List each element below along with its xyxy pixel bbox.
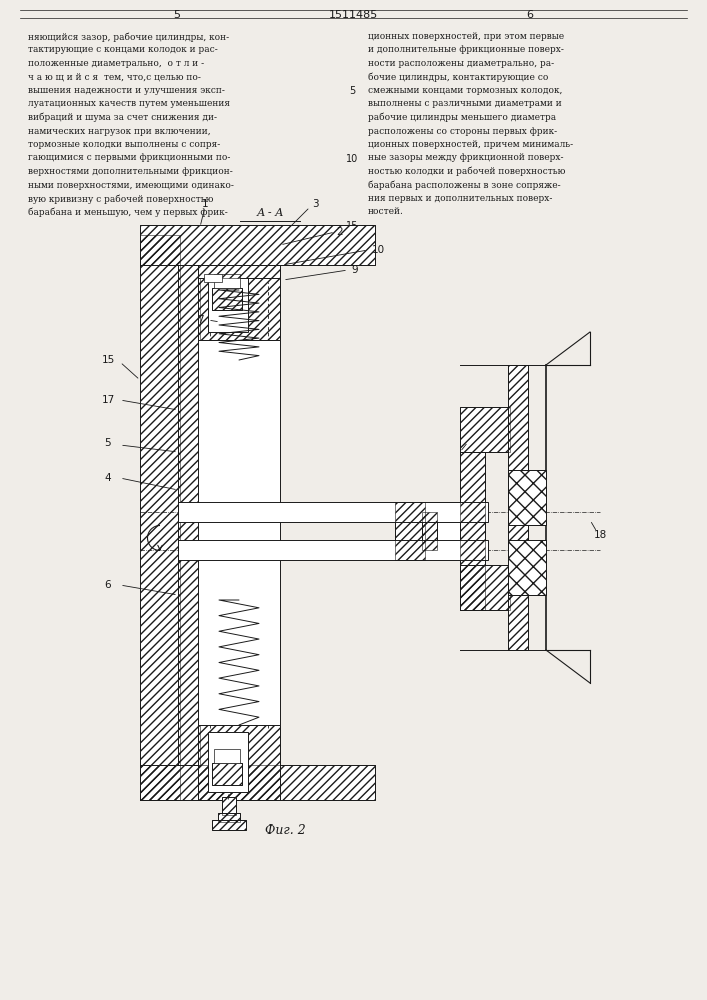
Bar	[508, 365, 528, 650]
Bar	[218, 813, 240, 822]
Text: 5: 5	[173, 10, 180, 20]
Bar	[214, 749, 240, 763]
Text: барабана и меньшую, чем у первых фрик-: барабана и меньшую, чем у первых фрик-	[28, 208, 228, 217]
Text: расположены со стороны первых фрик-: расположены со стороны первых фрик-	[368, 126, 557, 135]
Text: верхностями дополнительными фрикцион-: верхностями дополнительными фрикцион-	[28, 167, 233, 176]
Text: 1: 1	[201, 199, 209, 209]
Text: 6: 6	[527, 10, 534, 20]
Text: ционных поверхностей, при этом первые: ционных поверхностей, при этом первые	[368, 32, 564, 41]
Bar	[212, 763, 242, 785]
Bar	[395, 502, 425, 560]
Bar	[140, 765, 375, 800]
Text: 10: 10	[371, 245, 385, 255]
Bar	[460, 565, 510, 610]
Text: бочие цилиндры, контактирующие со: бочие цилиндры, контактирующие со	[368, 73, 549, 82]
Bar	[178, 265, 200, 765]
Text: ностей.: ностей.	[368, 208, 404, 217]
Text: ч а ю щ и й с я  тем, что,с целью по-: ч а ю щ и й с я тем, что,с целью по-	[28, 73, 201, 82]
Text: 2: 2	[337, 227, 344, 237]
Bar	[208, 732, 248, 792]
Text: барабана расположены в зоне сопряже-: барабана расположены в зоне сопряже-	[368, 180, 561, 190]
Text: 4: 4	[105, 473, 111, 483]
Text: луатационных качеств путем уменьшения: луатационных качеств путем уменьшения	[28, 100, 230, 108]
Bar	[198, 265, 280, 278]
Text: 15: 15	[346, 221, 358, 231]
Bar	[212, 820, 246, 830]
Bar	[222, 797, 236, 815]
Bar	[198, 265, 280, 278]
Text: вышения надежности и улучшения эксп-: вышения надежности и улучшения эксп-	[28, 86, 225, 95]
Bar	[460, 565, 510, 610]
Text: 8: 8	[225, 800, 231, 810]
Text: ности расположены диаметрально, ра-: ности расположены диаметрально, ра-	[368, 59, 554, 68]
Text: ными поверхностями, имеющими одинако-: ными поверхностями, имеющими одинако-	[28, 180, 234, 190]
Bar	[222, 797, 236, 815]
Bar	[198, 265, 280, 340]
Bar	[218, 813, 240, 822]
Bar	[198, 265, 280, 340]
Bar	[460, 407, 510, 452]
Bar	[422, 512, 437, 550]
Bar	[208, 272, 248, 332]
Bar	[212, 288, 242, 310]
Bar	[198, 725, 280, 800]
Text: ционных поверхностей, причем минималь-: ционных поверхностей, причем минималь-	[368, 140, 573, 149]
Bar	[204, 274, 222, 282]
Bar	[422, 512, 437, 550]
Text: 15: 15	[101, 355, 115, 365]
Bar	[508, 470, 546, 525]
Text: смежными концами тормозных колодок,: смежными концами тормозных колодок,	[368, 86, 562, 95]
Text: 5: 5	[349, 86, 355, 96]
Text: А - А: А - А	[256, 208, 284, 218]
Text: 9: 9	[351, 265, 358, 275]
Bar	[198, 340, 280, 725]
Text: положенные диаметрально,  о т л и -: положенные диаметрально, о т л и -	[28, 59, 204, 68]
Bar	[140, 225, 375, 265]
Text: вую кривизну с рабочей поверхностью: вую кривизну с рабочей поверхностью	[28, 194, 214, 204]
Bar	[140, 235, 180, 800]
Text: рабочие цилиндры меньшего диаметра: рабочие цилиндры меньшего диаметра	[368, 113, 556, 122]
Bar	[460, 407, 510, 452]
Bar	[178, 265, 200, 765]
Text: гающимися с первыми фрикционными по-: гающимися с первыми фрикционными по-	[28, 153, 230, 162]
Bar	[508, 470, 546, 525]
Text: 16: 16	[468, 435, 481, 445]
Text: 5: 5	[105, 438, 111, 448]
Text: вибраций и шума за счет снижения ди-: вибраций и шума за счет снижения ди-	[28, 113, 217, 122]
Bar	[140, 225, 375, 265]
Bar	[460, 452, 485, 610]
Bar	[508, 540, 546, 595]
Bar	[437, 512, 462, 550]
Text: 1511485: 1511485	[328, 10, 378, 20]
Text: 18: 18	[593, 530, 607, 540]
Bar	[460, 452, 485, 610]
Bar	[214, 274, 240, 288]
Text: 6: 6	[105, 580, 111, 590]
Bar	[140, 765, 375, 800]
Bar	[178, 540, 488, 560]
Text: ные зазоры между фрикционной поверх-: ные зазоры между фрикционной поверх-	[368, 153, 563, 162]
Bar	[178, 502, 488, 522]
Bar	[212, 288, 242, 310]
Text: и дополнительные фрикционные поверх-: и дополнительные фрикционные поверх-	[368, 45, 564, 54]
Text: выполнены с различными диаметрами и: выполнены с различными диаметрами и	[368, 100, 562, 108]
Bar	[212, 820, 246, 830]
Bar	[508, 365, 528, 650]
Bar	[198, 725, 280, 800]
Text: 3: 3	[312, 199, 318, 209]
Text: тактирующие с концами колодок и рас-: тактирующие с концами колодок и рас-	[28, 45, 218, 54]
Text: Фиг. 2: Фиг. 2	[264, 824, 305, 836]
Text: ностью колодки и рабочей поверхностью: ностью колодки и рабочей поверхностью	[368, 167, 566, 176]
Text: няющийся зазор, рабочие цилиндры, кон-: няющийся зазор, рабочие цилиндры, кон-	[28, 32, 229, 41]
Text: 17: 17	[101, 395, 115, 405]
Bar	[212, 763, 242, 785]
Bar	[508, 540, 546, 595]
Text: ния первых и дополнительных поверх-: ния первых и дополнительных поверх-	[368, 194, 552, 203]
Text: намических нагрузок при включении,: намических нагрузок при включении,	[28, 126, 211, 135]
Text: тормозные колодки выполнены с сопря-: тормозные колодки выполнены с сопря-	[28, 140, 221, 149]
Bar	[140, 235, 180, 800]
Bar	[395, 502, 425, 560]
Text: 10: 10	[346, 153, 358, 163]
Text: 7: 7	[197, 315, 204, 325]
